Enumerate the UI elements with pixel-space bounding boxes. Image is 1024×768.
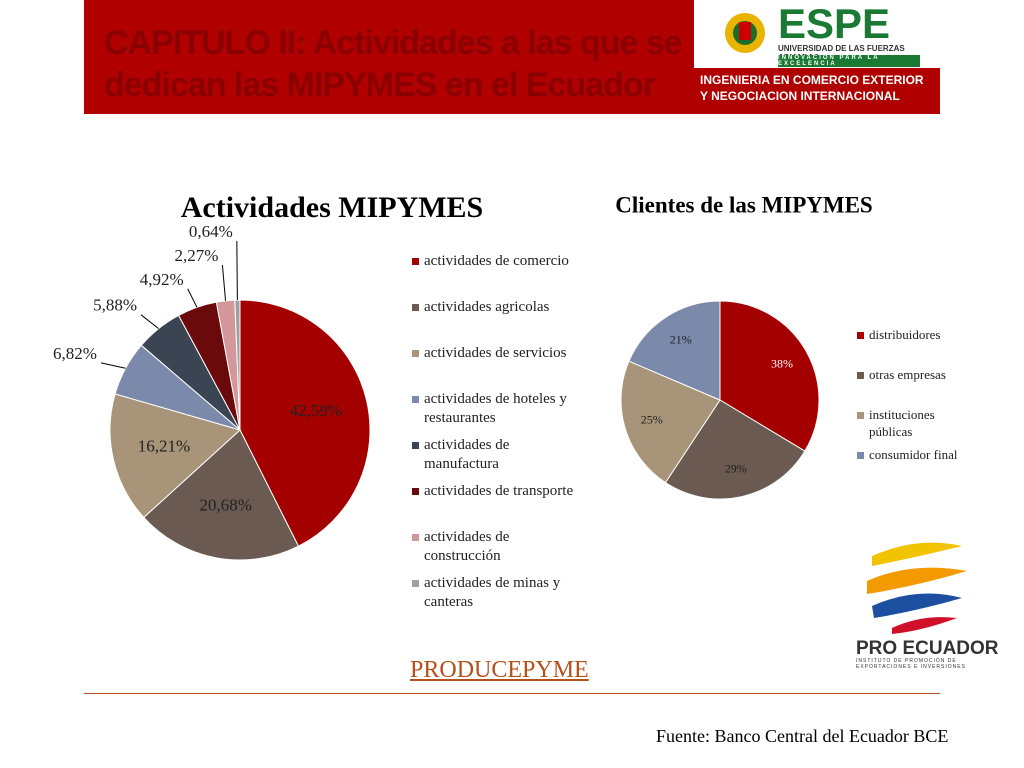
legend-label: actividades de manufactura [424, 437, 510, 472]
legend-swatch [412, 396, 419, 403]
program: INGENIERIA EN COMERCIO EXTERIOR Y NEGOCI… [700, 72, 924, 104]
subtitle-line: EXPORTACIONES E INVERSIONES [856, 664, 966, 670]
value-label: 25% [641, 412, 663, 426]
legend-label: consumidor final [869, 447, 958, 462]
legend-label: actividades de hoteles y restaurantes [424, 391, 567, 426]
pie-slice [719, 300, 820, 452]
legend-item: actividades de construcción [412, 528, 577, 566]
legend-swatch [857, 412, 864, 419]
divider [84, 693, 940, 694]
legend-label: distribuidores [869, 327, 941, 342]
chart-title: Actividades MIPYMES [181, 191, 484, 224]
legend-item: actividades de comercio [412, 252, 577, 271]
legend-label: actividades de transporte [424, 483, 574, 499]
value-label: 5,88% [93, 296, 137, 315]
pie-slice [143, 429, 300, 561]
legend-label: instituciones públicas [869, 407, 935, 439]
value-label: 0,64% [189, 222, 233, 241]
logo-motto: INNOVACIÓN PARA LA EXCELENCIA [778, 55, 920, 67]
pie-slice [628, 300, 721, 401]
pie-slice [239, 299, 371, 547]
legend-item: consumidor final [857, 446, 972, 463]
legend-item: otras empresas [857, 366, 972, 383]
pie-slice [664, 399, 806, 500]
value-label: 4,92% [140, 270, 184, 289]
legend-swatch [412, 258, 419, 265]
value-label: 29% [725, 461, 747, 475]
value-label: 2,27% [174, 246, 218, 265]
proecuador-name: PRO ECUADOR [856, 638, 999, 659]
legend-swatch [412, 304, 419, 311]
legend-label: actividades de minas y canteras [424, 575, 561, 610]
legend-item: instituciones públicas [857, 406, 972, 440]
value-label: 20,68% [200, 496, 252, 515]
leader-line [100, 362, 126, 369]
link[interactable]: PRODUCEPYME [410, 657, 589, 683]
header-title: CAPITULO II: Actividades a las que se de… [104, 22, 704, 106]
program-line: INGENIERIA EN COMERCIO EXTERIOR [700, 73, 924, 87]
leader-line [236, 240, 238, 301]
legend-swatch [412, 488, 419, 495]
legend-label: actividades de comercio [424, 253, 569, 269]
title-line: CAPITULO II: Actividades a las que se [104, 24, 683, 62]
crest [725, 13, 765, 53]
source: Fuente: Banco Central del Ecuador BCE [656, 726, 949, 746]
legend-swatch [412, 580, 419, 587]
value-label: 21% [670, 332, 692, 346]
legend-label: otras empresas [869, 367, 946, 382]
legend-swatch [857, 452, 864, 459]
legend-item: actividades de minas y canteras [412, 574, 577, 612]
legend-label: actividades de construcción [424, 529, 510, 564]
logo-box: ESPE UNIVERSIDAD DE LAS FUERZAS ARMADAS … [694, 0, 940, 68]
proecuador-mark [867, 542, 967, 634]
subtitle-line: INSTITUTO DE PROMOCIÓN DE [856, 658, 957, 664]
legend-swatch [857, 332, 864, 339]
leader-line [140, 314, 159, 330]
legend-swatch [412, 442, 419, 449]
legend-label: actividades de servicios [424, 345, 567, 361]
legend-item: distribuidores [857, 326, 972, 343]
legend-item: actividades de transporte [412, 482, 577, 501]
legend-item: actividades agricolas [412, 298, 577, 317]
value-label: 16,21% [138, 437, 190, 456]
value-label: 42,59% [290, 401, 342, 420]
value-label: 6,82% [53, 344, 97, 363]
legend-swatch [412, 350, 419, 357]
chart-title: Clientes de las MIPYMES [615, 192, 872, 217]
proecuador-subtitle: INSTITUTO DE PROMOCIÓN DE EXPORTACIONES … [856, 658, 966, 670]
legend-swatch [857, 372, 864, 379]
leader-line [221, 264, 227, 301]
value-label: 38% [771, 357, 793, 371]
leader-line [187, 288, 198, 308]
logo-name: ESPE [778, 0, 891, 47]
pie-slice [620, 360, 721, 484]
legend-swatch [412, 534, 419, 541]
pie-slice [109, 393, 241, 519]
legend-item: actividades de hoteles y restaurantes [412, 390, 577, 428]
program-line: Y NEGOCIACION INTERNACIONAL [700, 89, 900, 103]
title-line: dedican las MIPYMES en el Ecuador [104, 66, 656, 104]
legend-item: actividades de servicios [412, 344, 577, 363]
legend-label: actividades agricolas [424, 299, 550, 315]
legend-item: actividades de manufactura [412, 436, 577, 474]
